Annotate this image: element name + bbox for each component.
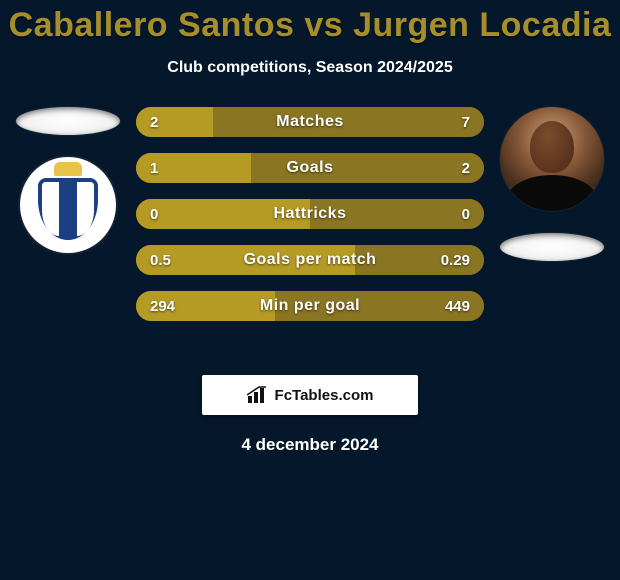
- branding-badge: FcTables.com: [202, 375, 418, 415]
- player-right-area: [492, 107, 612, 261]
- stat-bars: Matches27 Goals12 Hattricks00 Goals per mat…: [136, 107, 484, 337]
- stat-bar-left: [136, 291, 275, 321]
- subtitle: Club competitions, Season 2024/2025: [0, 59, 620, 77]
- stat-bar-right: [213, 107, 484, 137]
- stat-row: Matches27: [136, 107, 484, 137]
- player-left-area: [8, 107, 128, 253]
- branding-text: FcTables.com: [275, 387, 374, 404]
- stat-bar-left: [136, 107, 213, 137]
- player-left-ellipse: [16, 107, 120, 135]
- stat-bar-right: [355, 245, 484, 275]
- page-title: Caballero Santos vs Jurgen Locadia: [0, 0, 620, 45]
- stat-bar-left: [136, 199, 310, 229]
- player-right-ellipse: [500, 233, 604, 261]
- stat-row: Goals per match0.50.29: [136, 245, 484, 275]
- player-right-photo: [500, 107, 604, 211]
- player-left-club-crest: [20, 157, 116, 253]
- date-label: 4 december 2024: [0, 435, 620, 455]
- stat-bar-right: [275, 291, 484, 321]
- stat-row: Min per goal294449: [136, 291, 484, 321]
- club-crest-icon: [38, 170, 98, 240]
- stat-row: Goals12: [136, 153, 484, 183]
- stat-bar-right: [251, 153, 484, 183]
- stat-bar-left: [136, 153, 251, 183]
- stat-bar-left: [136, 245, 355, 275]
- bar-chart-icon: [247, 386, 269, 404]
- stat-row: Hattricks00: [136, 199, 484, 229]
- stat-bar-right: [310, 199, 484, 229]
- comparison-area: Matches27 Goals12 Hattricks00 Goals per mat…: [0, 107, 620, 357]
